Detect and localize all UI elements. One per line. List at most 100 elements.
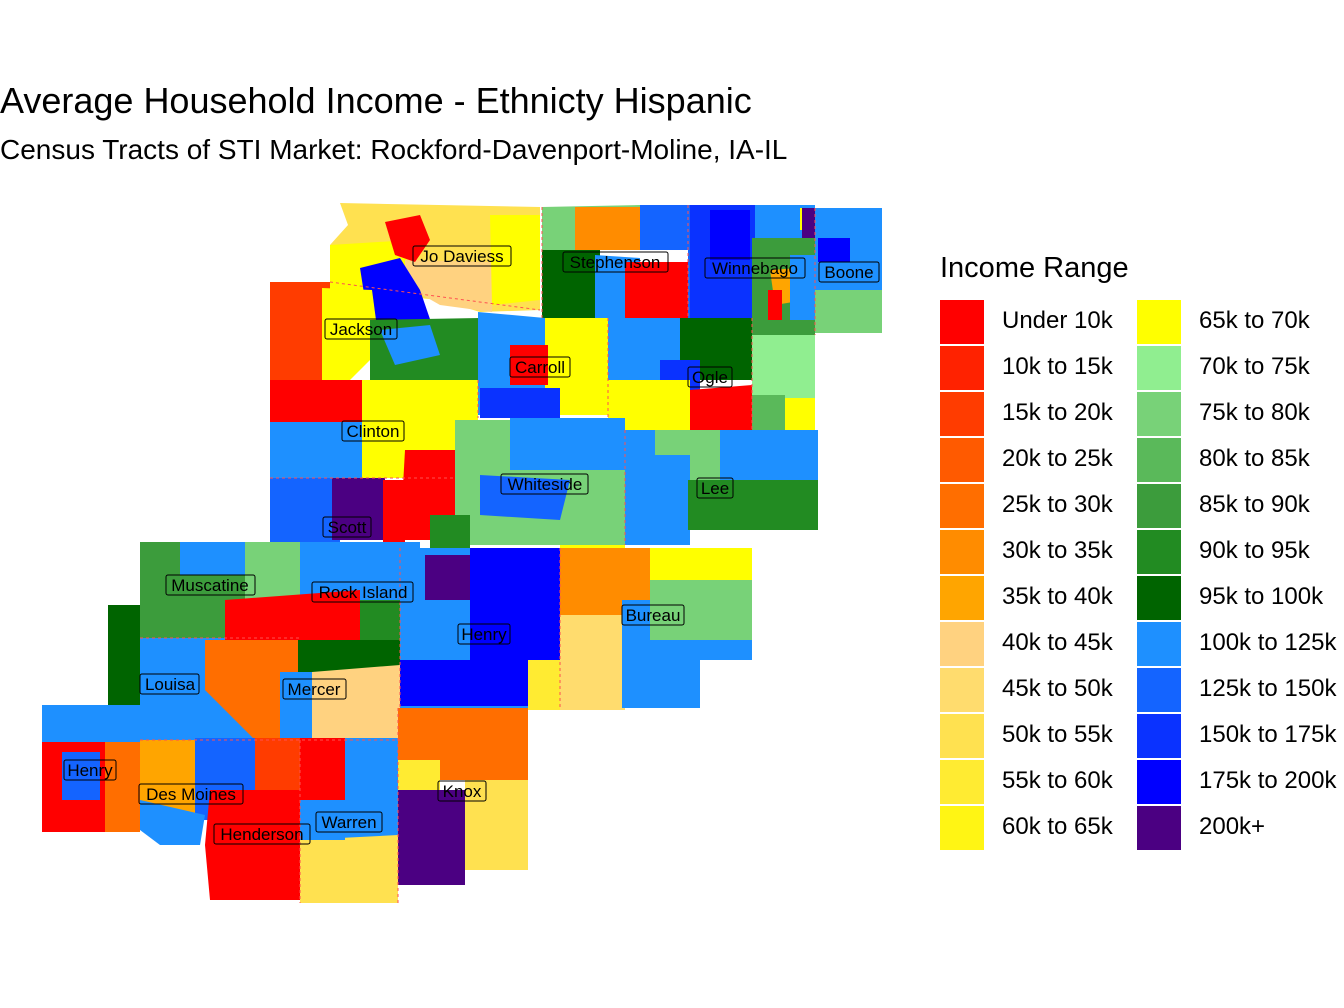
legend-swatch (940, 346, 984, 390)
tract (245, 542, 300, 600)
tract (818, 238, 850, 262)
svg-text:Louisa: Louisa (145, 675, 196, 694)
county-label: Scott (322, 516, 372, 538)
svg-text:Lee: Lee (701, 479, 729, 498)
svg-text:Warren: Warren (321, 813, 376, 832)
tract (398, 790, 465, 885)
tract (140, 800, 205, 845)
tract (510, 345, 548, 385)
tract (385, 215, 430, 262)
county-label: Lee (696, 477, 734, 499)
legend-swatch (1137, 760, 1181, 804)
legend-swatch (940, 484, 984, 528)
county-label: Bureau (621, 604, 685, 626)
county-label: Knox (437, 780, 487, 802)
legend-swatch (940, 760, 984, 804)
tract (480, 388, 560, 418)
legend-label: 125k to 150k (1199, 675, 1337, 702)
legend-label: 150k to 175k (1199, 721, 1337, 748)
county-label: Whiteside (500, 473, 589, 495)
legend-label: 10k to 15k (1002, 353, 1113, 380)
legend-swatch (940, 622, 984, 666)
legend-swatch (1137, 346, 1181, 390)
tract (383, 480, 405, 545)
tract (105, 742, 140, 832)
legend-swatch (940, 806, 984, 850)
map-title: Average Household Income - Ethnicty Hisp… (0, 80, 752, 121)
tract (270, 282, 330, 380)
tract (360, 600, 400, 642)
tract (470, 548, 560, 660)
legend-swatch (940, 300, 984, 344)
map-subtitle: Census Tracts of STI Market: Rockford-Da… (0, 134, 788, 165)
tract (650, 548, 752, 582)
tract (710, 210, 750, 260)
tract (688, 480, 818, 530)
county-label: Henry (457, 623, 511, 645)
tract (332, 478, 385, 540)
tract (255, 738, 300, 800)
svg-text:Winnebago: Winnebago (712, 259, 798, 278)
svg-text:Jo Daviess: Jo Daviess (420, 247, 503, 266)
svg-text:Henry: Henry (67, 761, 113, 780)
legend-title: Income Range (940, 252, 1129, 284)
county-label: Louisa (139, 673, 200, 695)
tract (815, 290, 882, 333)
county-borders (140, 205, 816, 903)
tract (300, 835, 398, 903)
legend-label: 65k to 70k (1199, 307, 1310, 334)
tract (362, 445, 410, 478)
tract (42, 705, 140, 742)
county-label: Boone (818, 261, 880, 283)
svg-text:Henry: Henry (461, 625, 507, 644)
tract (560, 615, 625, 710)
tract (300, 738, 345, 800)
tract (575, 207, 640, 250)
legend-label: 90k to 95k (1199, 537, 1310, 564)
county-label: Clinton (341, 420, 405, 442)
tract (312, 665, 400, 740)
legend-swatch (1137, 484, 1181, 528)
tract-layer (42, 203, 882, 903)
tract (298, 640, 400, 672)
tract (625, 455, 690, 545)
tract (280, 672, 312, 740)
tract (398, 760, 440, 790)
tract (528, 660, 560, 710)
legend-label: 80k to 85k (1199, 445, 1310, 472)
county-label: Des Moines (138, 783, 244, 805)
county-label: Ogle (687, 366, 733, 388)
svg-text:Ogle: Ogle (692, 368, 728, 387)
legend-label: 75k to 80k (1199, 399, 1310, 426)
legend-swatch (1137, 714, 1181, 758)
county-label: Warren (315, 811, 383, 833)
tract (465, 780, 528, 870)
tract (752, 335, 815, 400)
legend-label: 50k to 55k (1002, 721, 1113, 748)
tract (400, 660, 528, 706)
tract (802, 208, 815, 238)
tract (545, 318, 608, 415)
legend-swatch (1137, 300, 1181, 344)
tract (270, 422, 362, 478)
county-label: Stephenson (562, 251, 669, 273)
tract (425, 555, 470, 600)
county-label: Jo Daviess (412, 245, 512, 267)
tract (625, 262, 688, 318)
tract (205, 640, 300, 740)
svg-text:Clinton: Clinton (347, 422, 400, 441)
legend-swatch (1137, 622, 1181, 666)
tract (608, 380, 690, 432)
legend-label: 55k to 60k (1002, 767, 1113, 794)
tract (345, 738, 398, 850)
legend-label: 85k to 90k (1199, 491, 1310, 518)
county-label: Henderson (213, 823, 311, 845)
tract (510, 418, 625, 470)
legend-label: Under 10k (1002, 307, 1113, 334)
legend-label: 100k to 125k (1199, 629, 1337, 656)
legend-swatch (940, 530, 984, 574)
svg-text:Mercer: Mercer (288, 680, 341, 699)
tract (140, 638, 225, 740)
tract (380, 325, 440, 365)
tract (480, 475, 570, 520)
